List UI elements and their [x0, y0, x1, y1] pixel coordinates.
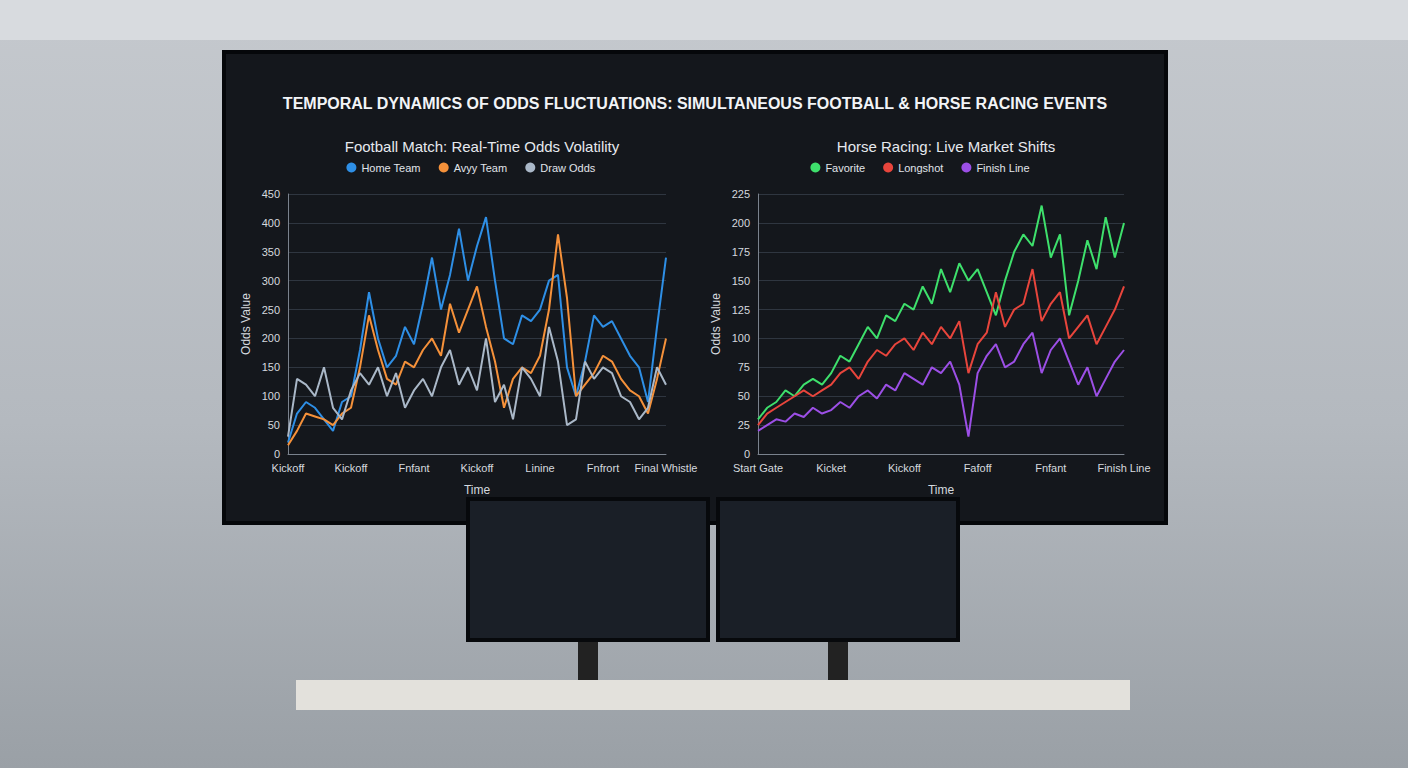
svg-text:400: 400: [262, 217, 280, 229]
svg-text:Home Team: Home Team: [361, 162, 420, 174]
svg-text:50: 50: [738, 390, 750, 402]
svg-text:Horse Racing: Live Market Shif: Horse Racing: Live Market Shifts: [837, 138, 1055, 155]
svg-text:Kickoff: Kickoff: [335, 462, 369, 474]
svg-text:Odds Value: Odds Value: [239, 293, 253, 355]
svg-text:225: 225: [732, 188, 750, 200]
svg-text:Kickoff: Kickoff: [888, 462, 922, 474]
svg-text:250: 250: [262, 304, 280, 316]
svg-text:Football Match: Real-Time Odds: Football Match: Real-Time Odds Volatilit…: [345, 138, 620, 155]
svg-text:75: 75: [738, 361, 750, 373]
svg-text:Fnfrort: Fnfrort: [587, 462, 619, 474]
svg-text:0: 0: [274, 448, 280, 460]
svg-text:TEMPORAL DYNAMICS OF ODDS FLUC: TEMPORAL DYNAMICS OF ODDS FLUCTUATIONS: …: [283, 95, 1108, 112]
svg-text:Finish Line: Finish Line: [976, 162, 1029, 174]
svg-text:100: 100: [262, 390, 280, 402]
svg-text:Fafoff: Fafoff: [964, 462, 993, 474]
svg-text:Draw Odds: Draw Odds: [540, 162, 596, 174]
svg-text:Longshot: Longshot: [898, 162, 943, 174]
svg-text:Kickoff: Kickoff: [461, 462, 495, 474]
svg-text:200: 200: [262, 332, 280, 344]
svg-text:Fnfant: Fnfant: [1035, 462, 1066, 474]
svg-text:150: 150: [262, 361, 280, 373]
svg-text:350: 350: [262, 246, 280, 258]
svg-text:Odds Value: Odds Value: [709, 293, 723, 355]
svg-text:450: 450: [262, 188, 280, 200]
svg-text:25: 25: [738, 419, 750, 431]
svg-text:Final Whistle: Final Whistle: [635, 462, 698, 474]
svg-text:Time: Time: [464, 483, 491, 497]
svg-text:0: 0: [744, 448, 750, 460]
svg-text:Avyy Team: Avyy Team: [454, 162, 507, 174]
svg-text:Finish Line: Finish Line: [1097, 462, 1150, 474]
svg-text:Start Gate: Start Gate: [733, 462, 783, 474]
svg-text:Linine: Linine: [525, 462, 554, 474]
svg-text:Favorite: Favorite: [825, 162, 865, 174]
svg-text:Time: Time: [928, 483, 955, 497]
svg-text:100: 100: [732, 332, 750, 344]
svg-text:Kicket: Kicket: [816, 462, 846, 474]
svg-text:175: 175: [732, 246, 750, 258]
svg-text:125: 125: [732, 304, 750, 316]
svg-text:Kickoff: Kickoff: [272, 462, 306, 474]
svg-text:50: 50: [268, 419, 280, 431]
svg-text:150: 150: [732, 275, 750, 287]
svg-text:Fnfant: Fnfant: [398, 462, 429, 474]
svg-text:300: 300: [262, 275, 280, 287]
svg-text:200: 200: [732, 217, 750, 229]
